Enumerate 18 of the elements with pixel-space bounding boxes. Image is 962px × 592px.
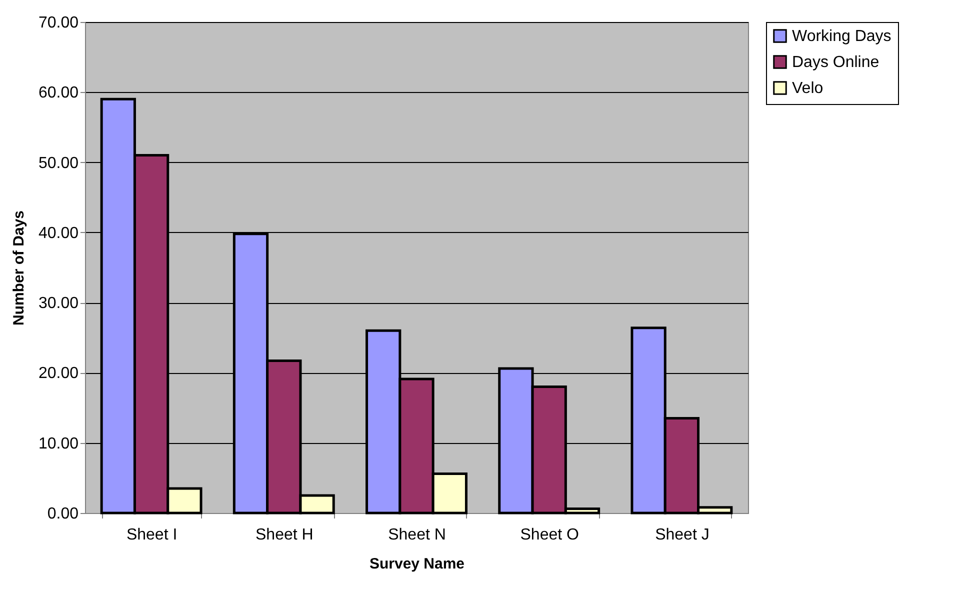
x-tick-label: Sheet N (388, 526, 446, 544)
x-tick-label: Sheet H (255, 526, 314, 544)
x-tick-label: Sheet O (520, 526, 579, 544)
y-tick-label: 60.00 (38, 84, 79, 102)
x-tick-label: Sheet J (655, 526, 710, 544)
y-tick-label: 10.00 (38, 435, 79, 452)
y-tick-label: 50.00 (38, 154, 79, 172)
y-tick-label: 20.00 (38, 365, 79, 382)
y-tick-label: 30.00 (38, 295, 79, 312)
y-tick-label: 40.00 (38, 224, 79, 242)
x-axis-title: Survey Name (369, 556, 465, 572)
y-axis-title: Number of Days (10, 210, 28, 326)
legend-label: Days Online (792, 54, 880, 71)
x-tick-label: Sheet I (126, 526, 178, 544)
y-tick-label: 70.00 (38, 14, 79, 32)
legend-label: Working Days (792, 28, 892, 45)
legend-label: Velo (792, 80, 824, 97)
y-tick-label: 0.00 (47, 506, 79, 522)
